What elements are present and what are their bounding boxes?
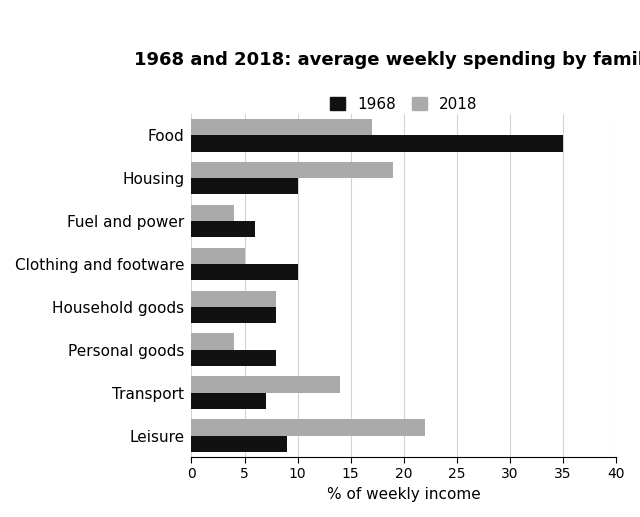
Bar — [191, 350, 276, 366]
Bar — [191, 178, 298, 194]
Bar — [191, 135, 563, 151]
Bar — [191, 205, 234, 221]
Bar — [191, 436, 287, 452]
Bar — [191, 307, 276, 323]
Bar — [191, 376, 340, 393]
Bar — [191, 393, 266, 409]
Bar — [191, 291, 276, 307]
Bar — [191, 248, 244, 264]
Bar — [191, 333, 234, 350]
Bar — [191, 221, 255, 237]
X-axis label: % of weekly income: % of weekly income — [327, 487, 481, 502]
Legend: 1968, 2018: 1968, 2018 — [324, 90, 484, 118]
Bar — [191, 264, 298, 280]
Bar — [191, 162, 393, 178]
Title: 1968 and 2018: average weekly spending by families: 1968 and 2018: average weekly spending b… — [134, 51, 640, 69]
Bar — [191, 119, 372, 135]
Bar — [191, 419, 425, 436]
